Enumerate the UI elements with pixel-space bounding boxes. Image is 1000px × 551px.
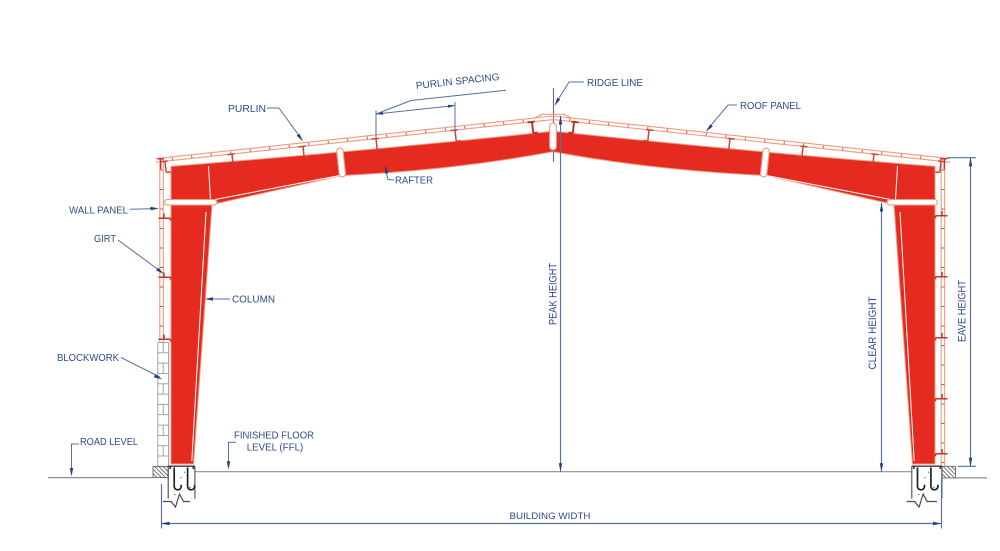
svg-text:PEAK HEIGHT: PEAK HEIGHT <box>548 263 560 325</box>
svg-text:PURLIN: PURLIN <box>228 104 266 115</box>
svg-text:BLOCKWORK: BLOCKWORK <box>57 353 119 364</box>
svg-text:EAVE HEIGHT: EAVE HEIGHT <box>957 280 969 342</box>
svg-text:CLEAR HEIGHT: CLEAR HEIGHT <box>867 296 879 369</box>
svg-text:ROOF PANEL: ROOF PANEL <box>740 101 801 112</box>
svg-text:RAFTER: RAFTER <box>395 176 433 187</box>
svg-text:RIDGE LINE: RIDGE LINE <box>587 78 643 89</box>
svg-text:LEVEL (FFL): LEVEL (FFL) <box>247 443 304 454</box>
svg-text:ROAD LEVEL: ROAD LEVEL <box>80 437 138 448</box>
svg-text:GIRT: GIRT <box>94 234 116 245</box>
svg-text:FINISHED FLOOR: FINISHED FLOOR <box>234 431 314 442</box>
svg-text:WALL PANEL: WALL PANEL <box>69 205 128 216</box>
svg-text:BUILDING WIDTH: BUILDING WIDTH <box>510 511 591 522</box>
svg-text:COLUMN: COLUMN <box>232 295 275 306</box>
